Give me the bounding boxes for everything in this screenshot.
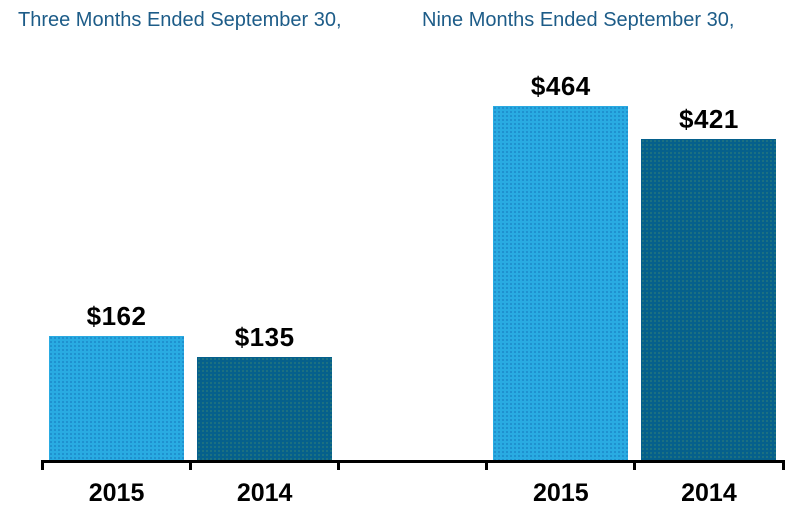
value-label-nine-months-2015: $464 xyxy=(530,71,591,101)
x-axis-tick xyxy=(781,460,785,470)
value-label-three-months-2014: $135 xyxy=(234,322,295,352)
x-axis-tick xyxy=(41,460,44,470)
category-label-nine-months-2014: 2014 xyxy=(681,479,737,507)
group-header-nine-months: Nine Months Ended September 30, xyxy=(422,9,735,31)
bar-nine-months-2014 xyxy=(641,139,777,460)
bar-nine-months-2015 xyxy=(493,106,629,460)
bar-three-months-2014 xyxy=(197,357,333,460)
group-header-three-months: Three Months Ended September 30, xyxy=(18,9,342,31)
x-axis-tick xyxy=(485,460,489,470)
bar-three-months-2015 xyxy=(49,336,185,460)
x-axis-line xyxy=(41,460,785,463)
x-axis-tick xyxy=(337,460,341,470)
category-label-nine-months-2015: 2015 xyxy=(533,479,589,507)
value-label-nine-months-2014: $421 xyxy=(679,104,739,134)
category-label-three-months-2015: 2015 xyxy=(88,479,145,507)
x-axis-tick xyxy=(189,460,193,470)
x-axis-tick xyxy=(633,460,637,470)
value-label-three-months-2015: $162 xyxy=(86,301,147,331)
category-label-three-months-2014: 2014 xyxy=(236,479,293,507)
